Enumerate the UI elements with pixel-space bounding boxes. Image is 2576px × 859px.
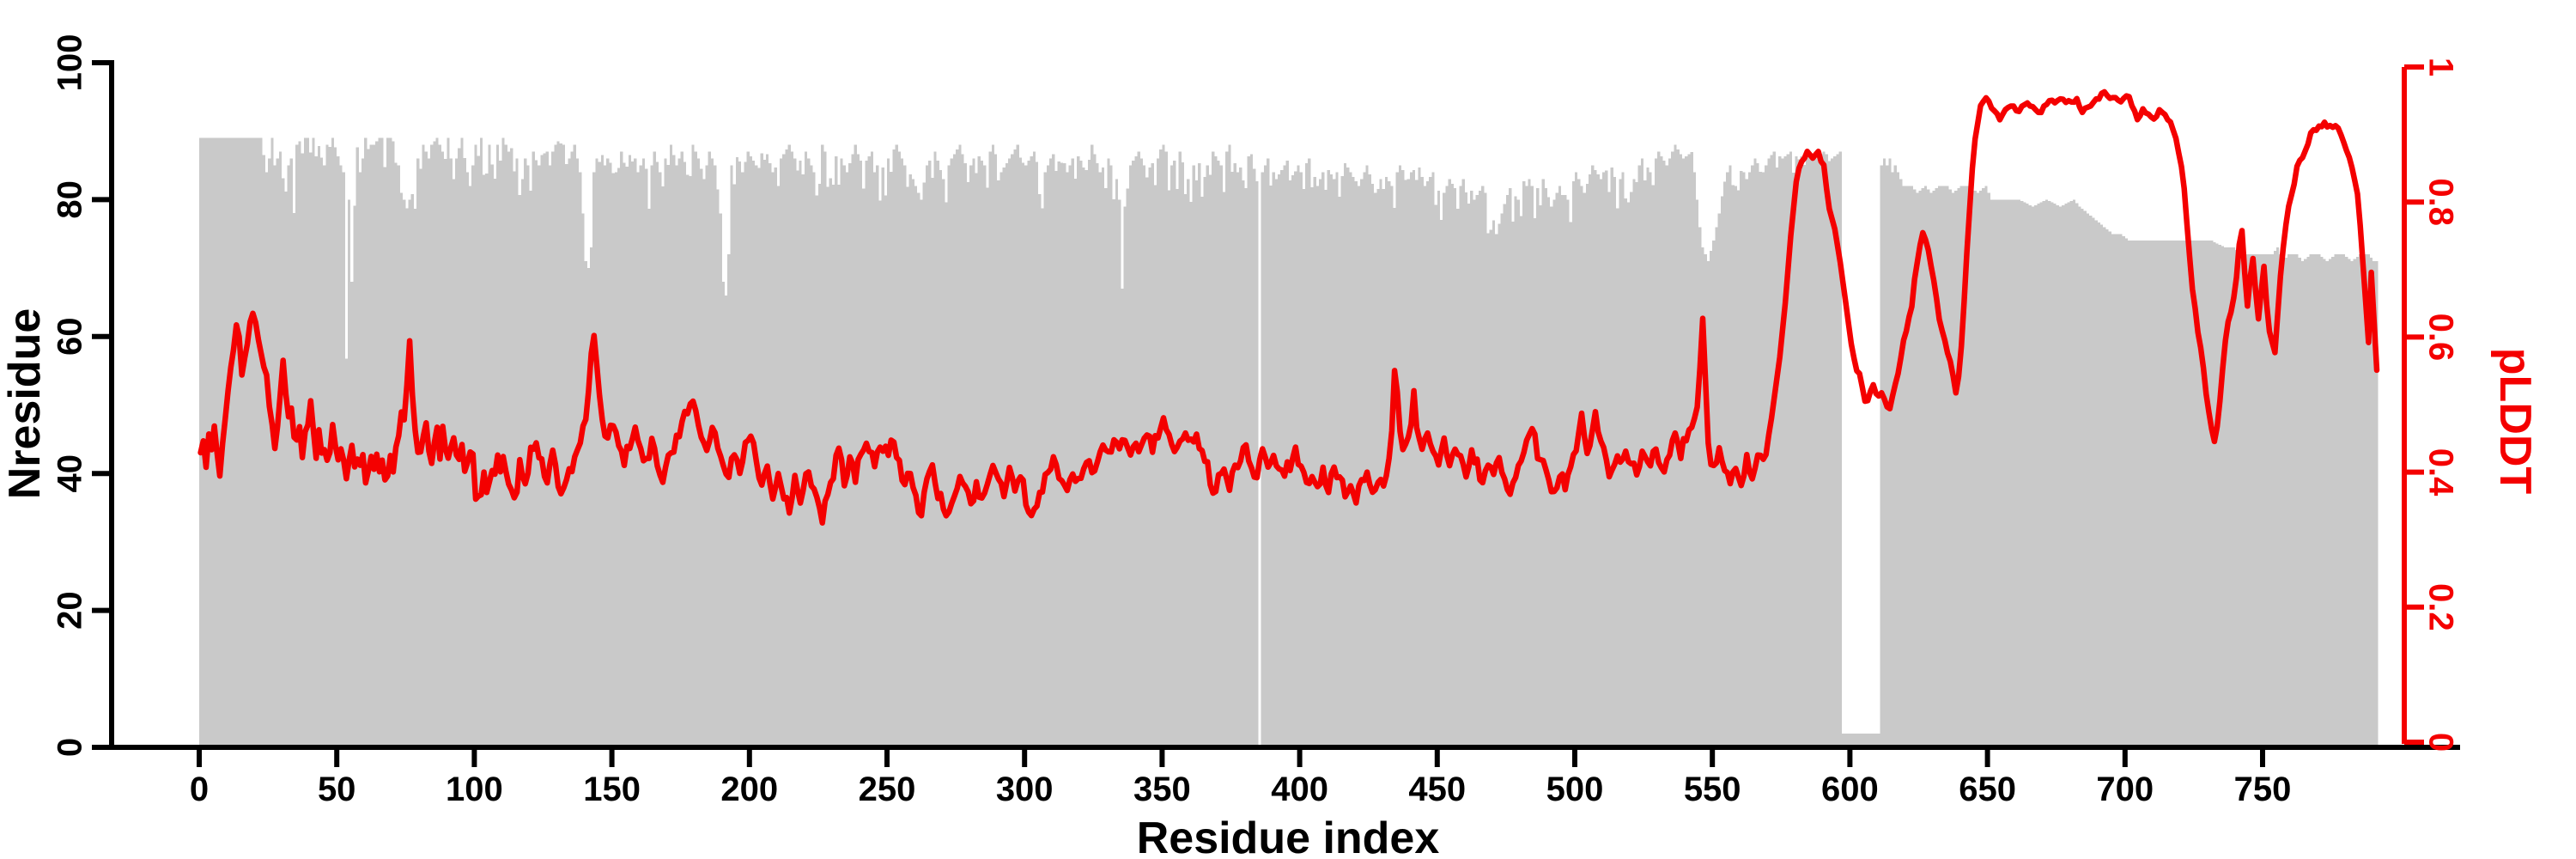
left-y-tick-label: 80 [52,180,89,219]
right-y-tick-label: 0.2 [2421,583,2459,631]
left-y-tick-label: 0 [52,738,89,757]
left-y-tick-label: 20 [52,591,89,630]
x-tick-label: 500 [1546,771,1604,808]
right-y-tick-label: 0.6 [2421,314,2459,362]
left-y-tick-label: 100 [52,34,89,92]
x-tick-label: 350 [1133,771,1191,808]
x-tick-label: 450 [1408,771,1466,808]
x-tick-label: 200 [720,771,778,808]
x-axis-ticks [197,747,2265,767]
x-tick-label: 400 [1271,771,1328,808]
x-axis-title: Residue index [1137,813,1440,859]
x-tick-label: 600 [1821,771,1879,808]
right-y-tick-label: 0 [2421,733,2459,752]
left-y-axis-ticks [92,60,112,750]
left-y-tick-label: 60 [52,318,89,356]
x-tick-label: 550 [1684,771,1741,808]
right-y-tick-label: 0.8 [2421,178,2459,226]
x-tick-label: 300 [996,771,1054,808]
x-tick-label: 100 [446,771,503,808]
plddt-line [197,88,2380,526]
left-y-axis-title: Nresidue [0,308,50,500]
left-y-tick-label: 40 [52,454,89,493]
x-tick-label: 700 [2096,771,2154,808]
x-tick-label: 650 [1959,771,2016,808]
x-tick-label: 750 [2234,771,2292,808]
right-y-tick-label: 0.4 [2421,448,2459,497]
x-tick-label: 50 [318,771,356,808]
nresidue-bars [199,137,2379,747]
x-tick-label: 150 [583,771,641,808]
right-y-tick-label: 1 [2421,58,2459,76]
left-y-axis-tick-labels: 0 20 40 60 80 100 [52,34,89,758]
x-tick-label: 250 [859,771,916,808]
x-tick-label: 0 [190,771,209,808]
x-axis-tick-labels: 0 50 100 150 200 250 300 350 400 450 500 550 600 650 7… [190,771,2292,808]
right-y-axis-title: pLDDT [2490,348,2540,495]
right-y-axis-ticks [2404,64,2424,745]
right-y-axis-tick-labels: 0 0.2 0.4 0.6 0.8 1 [2421,58,2459,752]
